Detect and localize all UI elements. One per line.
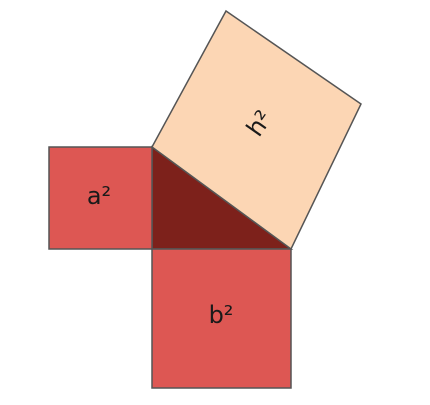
square-b <box>151 248 292 389</box>
square-h <box>151 9 362 251</box>
label-a-squared: a² <box>87 182 111 210</box>
label-b-squared: b² <box>209 301 234 329</box>
square-a <box>48 146 153 250</box>
